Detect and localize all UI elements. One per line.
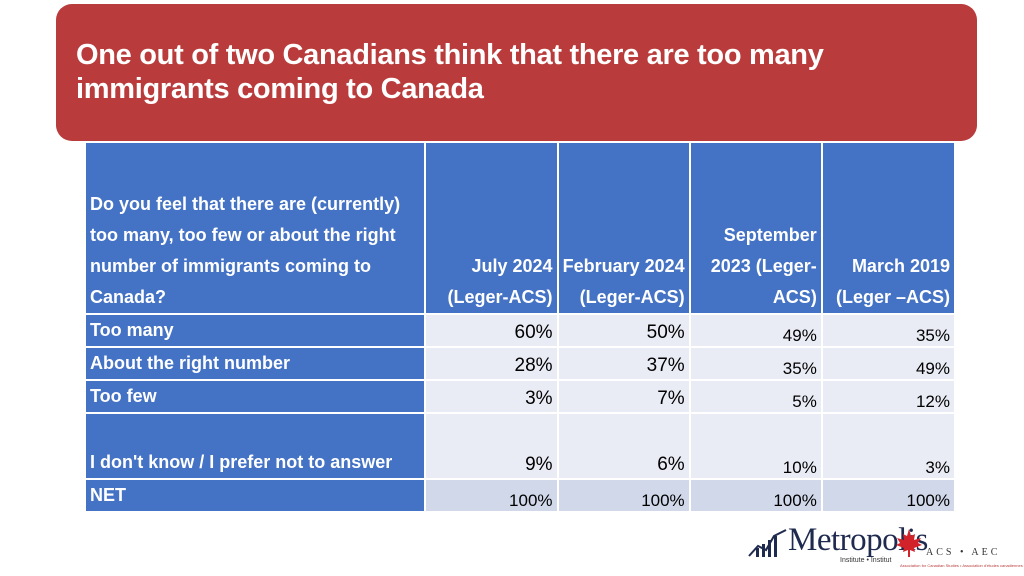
table-row: I don't know / I prefer not to answer 9%… [86,412,954,479]
metropolis-logo-subtitle: Institute • Institut [840,557,892,564]
table-header-row: Do you feel that there are (currently) t… [86,143,954,314]
acs-logo-subtitle: Association for Canadian Studies • Assoc… [900,563,1023,568]
table-cell: 28% [425,346,559,380]
title-banner: One out of two Canadians think that ther… [56,4,977,141]
table-row: About the right number 28% 37% 35% 49% [86,346,954,380]
row-label: Too many [86,313,427,347]
metropolis-logo-icon [748,529,787,557]
question-header: Do you feel that there are (currently) t… [86,143,427,314]
table-row: Too few 3% 7% 5% 12% [86,379,954,413]
logo-area: Metropolis Institute • Institut ACS • AE… [740,522,1023,572]
table-cell: 7% [557,379,691,413]
column-header: February 2024 (Leger-ACS) [557,143,691,314]
table-cell: 50% [557,313,691,347]
survey-table: Do you feel that there are (currently) t… [86,143,954,511]
column-header: September 2023 (Leger-ACS) [689,143,823,314]
table-cell: 3% [821,412,954,479]
row-label: About the right number [86,346,427,380]
column-header: July 2024 (Leger-ACS) [425,143,559,314]
table-cell: 35% [821,313,954,347]
table-cell: 100% [557,478,691,511]
table-cell: 6% [557,412,691,479]
table-cell: 37% [557,346,691,380]
maple-leaf-icon [896,529,922,557]
table-cell: 9% [425,412,559,479]
table-cell: 49% [821,346,954,380]
table-cell: 35% [689,346,823,380]
acs-logo-text: ACS • AEC [926,547,1001,558]
table-cell: 10% [689,412,823,479]
row-label: NET [86,478,427,511]
table-cell: 12% [821,379,954,413]
table-row: Too many 60% 50% 49% 35% [86,313,954,347]
row-label: Too few [86,379,427,413]
table-row-net: NET 100% 100% 100% 100% [86,478,954,511]
table-cell: 60% [425,313,559,347]
column-header: March 2019 (Leger –ACS) [821,143,954,314]
table-cell: 100% [689,478,823,511]
table-cell: 5% [689,379,823,413]
row-label: I don't know / I prefer not to answer [86,412,427,479]
table-cell: 3% [425,379,559,413]
table-cell: 100% [425,478,559,511]
table-cell: 100% [821,478,954,511]
table-cell: 49% [689,313,823,347]
page-title: One out of two Canadians think that ther… [76,39,824,105]
